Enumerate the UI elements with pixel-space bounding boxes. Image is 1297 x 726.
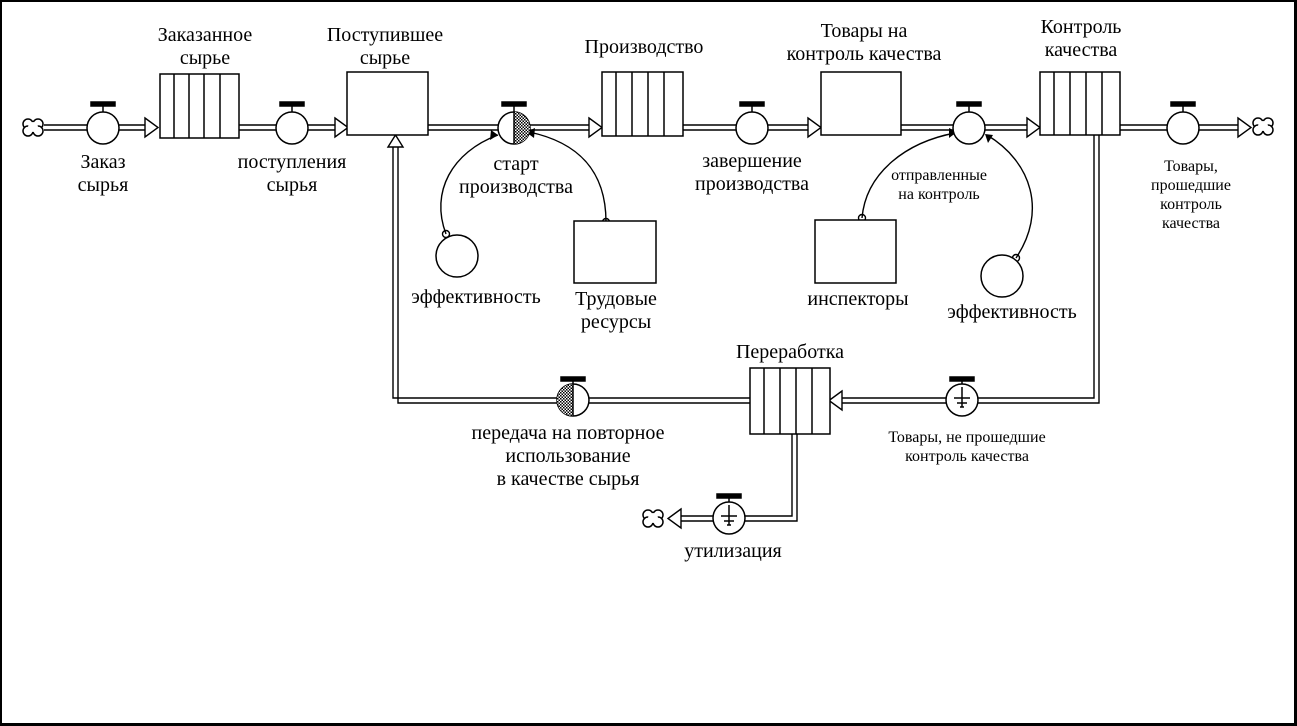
valve-reuse[interactable] [556,376,590,417]
label-production-finish: завершение производства [695,150,809,195]
converter-efficiency-qc[interactable] [980,254,1024,298]
label-sent-to-qc: отправленные на контроль [891,167,987,203]
valve-sent-to-qc[interactable] [952,101,986,145]
pipe-reuse [386,133,750,404]
valve-failed-qc[interactable] [945,376,979,417]
label-goods-for-qc: Товары на контроль качества [786,20,942,65]
stock-rework[interactable] [749,367,831,435]
label-labor: Трудовые ресурсы [575,288,657,333]
label-failed-qc: Товары, не прошедшие контроль качества [888,429,1046,465]
label-efficiency-production: эффективность [411,286,541,308]
label-production: Производство [584,36,704,58]
stock-production[interactable] [601,71,684,137]
label-order-raw: Заказ сырья [77,151,129,196]
label-inspectors: инспекторы [807,288,909,310]
pipe-failed-qc [827,135,1100,412]
label-ordered-raw: Заказанное сырье [157,24,253,69]
valve-arrivals[interactable] [275,101,309,145]
label-received-raw: Поступившее сырье [326,24,444,69]
valve-order[interactable] [86,101,120,145]
valve-disposal[interactable] [712,493,746,535]
sink-cloud-icon [1252,117,1274,136]
source-cloud-icon [22,118,44,137]
label-raw-arrivals: поступления сырья [237,151,347,196]
stock-goods-for-qc[interactable] [820,71,902,136]
valve-passed-qc[interactable] [1166,101,1200,145]
connector-efficiency-to-sent [985,134,1033,263]
valve-production-start[interactable] [497,101,531,145]
stock-inspectors[interactable] [814,219,897,284]
label-passed-qc: Товары, прошедшие контроль качества [1151,158,1231,232]
label-production-start: старт производства [459,153,573,198]
stock-quality-control[interactable] [1039,71,1121,136]
converter-efficiency-production[interactable] [435,234,479,278]
label-rework: Переработка [735,341,845,363]
disposal-sink-cloud-icon [642,509,664,528]
valve-production-finish[interactable] [735,101,769,145]
label-reuse-as-raw: передача на повторное использование в ка… [471,422,665,490]
stock-received-raw[interactable] [346,71,429,136]
label-quality-control: Контроль качества [1040,16,1122,61]
label-disposal: утилизация [684,540,782,562]
stock-labor[interactable] [573,220,657,284]
label-efficiency-qc: эффективность [947,301,1077,323]
stock-ordered-raw[interactable] [159,73,240,139]
